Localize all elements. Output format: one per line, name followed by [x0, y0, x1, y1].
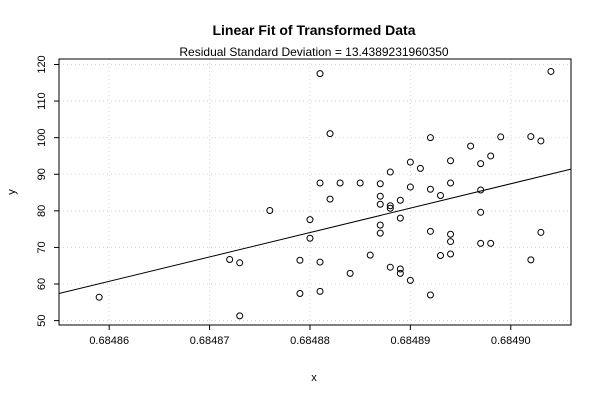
y-tick-label: 80	[36, 205, 48, 217]
grid-layer	[59, 59, 571, 325]
y-axis-label: y	[6, 189, 18, 195]
data-point	[426, 185, 434, 193]
data-point	[527, 133, 535, 141]
plot-frame	[58, 58, 572, 326]
data-point	[296, 290, 304, 298]
data-point	[406, 276, 414, 284]
data-point	[326, 130, 334, 138]
data-point	[316, 179, 324, 187]
data-point	[447, 157, 455, 165]
fit-line	[58, 168, 572, 295]
data-point	[386, 202, 394, 210]
y-tick-label: 50	[36, 314, 48, 326]
data-point	[296, 256, 304, 264]
x-tick-label: 0.68487	[190, 335, 230, 347]
data-point	[356, 179, 364, 187]
y-tick-label: 60	[36, 278, 48, 290]
data-point	[386, 204, 394, 212]
data-point	[477, 208, 485, 216]
y-tick-label: 110	[36, 92, 48, 110]
data-point	[376, 200, 384, 208]
data-point	[266, 206, 274, 214]
x-tick-label: 0.68489	[390, 335, 430, 347]
data-point	[316, 287, 324, 295]
data-point	[95, 293, 103, 301]
data-point	[537, 228, 545, 236]
data-point	[396, 214, 404, 222]
data-point	[326, 195, 334, 203]
data-point	[306, 234, 314, 242]
x-axis-label: x	[311, 372, 317, 384]
data-point	[316, 70, 324, 78]
data-point	[376, 180, 384, 188]
data-point	[386, 168, 394, 176]
data-point	[426, 291, 434, 299]
data-point	[467, 142, 475, 150]
data-point	[447, 238, 455, 246]
data-point	[396, 269, 404, 277]
x-tick-label: 0.68490	[491, 335, 531, 347]
data-point	[477, 160, 485, 168]
data-point	[447, 230, 455, 238]
data-point	[447, 179, 455, 187]
data-point	[436, 251, 444, 259]
data-point	[396, 196, 404, 204]
data-point	[527, 256, 535, 264]
fit-layer	[58, 168, 572, 295]
data-point	[406, 183, 414, 191]
y-tick-label: 90	[36, 168, 48, 180]
data-point	[366, 251, 374, 259]
data-point	[316, 258, 324, 266]
data-point	[306, 216, 314, 224]
x-tick-label: 0.68488	[290, 335, 330, 347]
data-point	[547, 67, 555, 75]
data-point	[477, 239, 485, 247]
data-point	[346, 269, 354, 277]
data-point	[236, 259, 244, 267]
y-tick-label: 70	[36, 241, 48, 253]
data-point	[236, 312, 244, 320]
x-tick-label: 0.68486	[89, 335, 129, 347]
data-point	[226, 256, 234, 264]
y-tick-label: 100	[36, 128, 48, 146]
data-point	[426, 134, 434, 142]
data-point	[487, 239, 495, 247]
data-point	[426, 227, 434, 235]
data-point	[436, 191, 444, 199]
data-point	[376, 221, 384, 229]
data-point	[416, 164, 424, 172]
data-point	[396, 265, 404, 273]
data-point	[447, 250, 455, 258]
data-point	[376, 229, 384, 237]
y-tick-label: 120	[36, 55, 48, 73]
data-point	[497, 133, 505, 141]
data-point	[376, 192, 384, 200]
data-point	[477, 186, 485, 194]
axis-layer: 0.68486 0.68487 0.68488 0.68489 0.68490 50 60 7…	[36, 55, 531, 347]
chart-subtitle: Residual Standard Deviation = 13.4389231…	[179, 45, 449, 59]
data-point	[406, 158, 414, 166]
points-layer	[95, 67, 555, 320]
data-point	[386, 263, 394, 271]
data-point	[537, 137, 545, 145]
chart-title: Linear Fit of Transformed Data	[212, 22, 415, 38]
data-point	[487, 152, 495, 160]
data-point	[336, 179, 344, 187]
